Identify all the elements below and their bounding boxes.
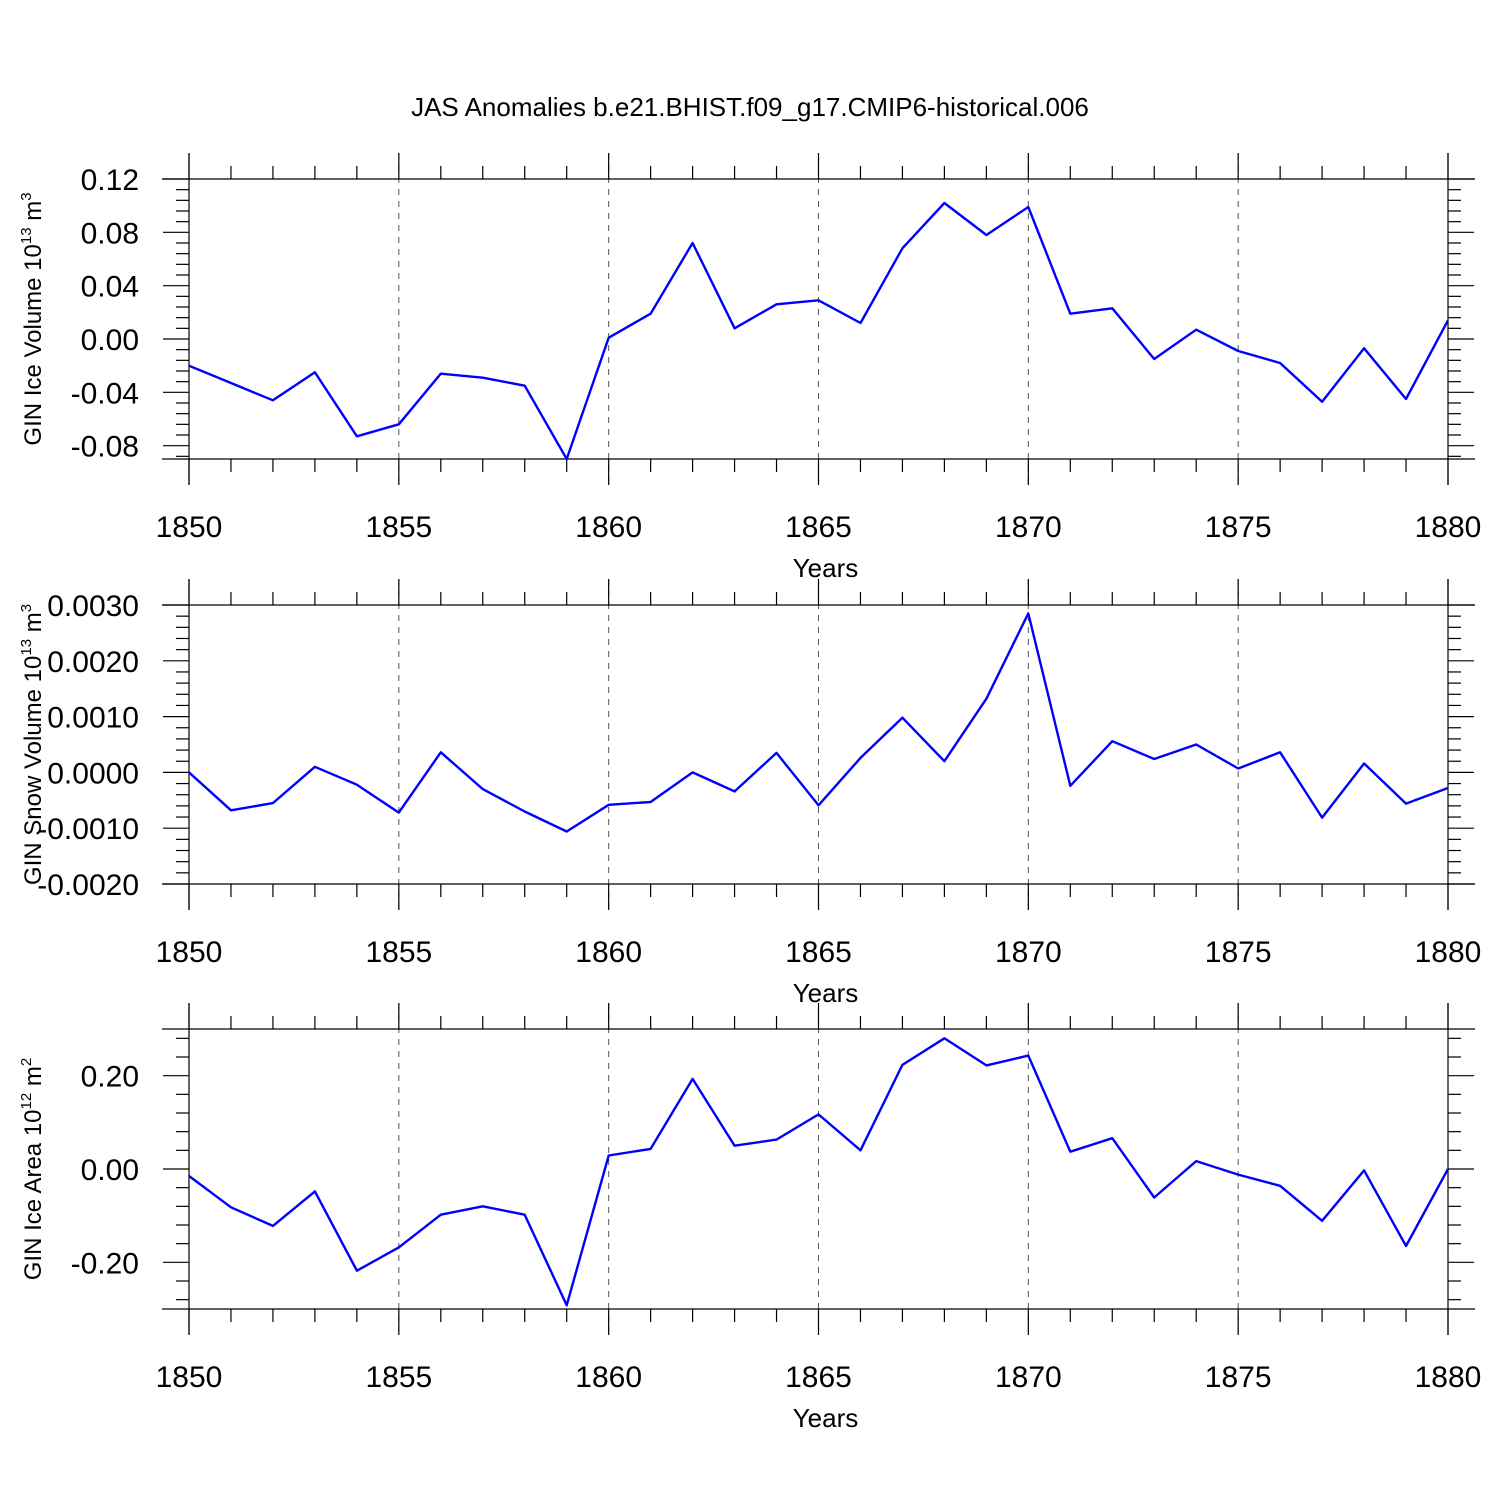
- x-tick-label: 1880: [1415, 511, 1482, 544]
- panel-2: 1850 1855 1860 1865 1870 1875 1880 Years -0.0020…: [18, 579, 1481, 1008]
- y-tick-label: -0.0010: [37, 813, 139, 846]
- x-tick-label: 1855: [365, 1361, 432, 1394]
- y-axis-label-unit-exponent: 3: [18, 604, 35, 612]
- y-tick-label: -0.04: [71, 377, 139, 410]
- y-tick-label: 0.00: [81, 1154, 139, 1187]
- x-tick-label: 1850: [156, 936, 223, 969]
- x-tick-label: 1850: [156, 1361, 223, 1394]
- x-tick-label: 1860: [575, 936, 642, 969]
- x-axis-label: Years: [793, 978, 859, 1008]
- x-tick-label: 1860: [575, 511, 642, 544]
- panel-1: 1850 1855 1860 1865 1870 1875 1880 Years -0.08 -0…: [18, 153, 1481, 583]
- chart-title: JAS Anomalies b.e21.BHIST.f09_g17.CMIP6-…: [411, 92, 1089, 122]
- x-tick-label: 1880: [1415, 1361, 1482, 1394]
- x-tick-label: 1865: [785, 936, 852, 969]
- y-tick-label: 0.08: [81, 217, 139, 250]
- x-tick-label: 1860: [575, 1361, 642, 1394]
- y-tick-label: 0.0020: [47, 646, 139, 679]
- x-tick-label: 1855: [365, 511, 432, 544]
- y-axis-label-unit: m: [20, 201, 47, 228]
- y-axis-label: GIN Snow Volume 1013 m3: [18, 604, 47, 885]
- x-tick-label: 1880: [1415, 936, 1482, 969]
- y-axis-label-unit-exponent: 3: [18, 192, 35, 200]
- series-line: [189, 612, 1448, 833]
- y-axis-label: GIN Ice Area 1012 m2: [18, 1058, 47, 1280]
- panel-3: 1850 1855 1860 1865 1870 1875 1880 Years -0.20 0.…: [18, 1003, 1481, 1433]
- x-tick-label: 1865: [785, 511, 852, 544]
- y-axis-label: GIN Ice Volume 1013 m3: [18, 192, 47, 445]
- x-tick-label: 1870: [995, 1361, 1062, 1394]
- x-tick-label: 1870: [995, 511, 1062, 544]
- x-tick-label: 1855: [365, 936, 432, 969]
- y-tick-label: 0.0030: [47, 590, 139, 623]
- series-line: [189, 201, 1448, 461]
- y-axis-label-exponent: 12: [18, 1093, 35, 1110]
- y-axis-label-unit: m: [20, 612, 47, 639]
- y-axis-label-exponent: 13: [18, 639, 35, 656]
- y-tick-label: 0.00: [81, 324, 139, 357]
- x-tick-label: 1875: [1205, 1361, 1272, 1394]
- y-axis-label-text: GIN Snow Volume 10: [20, 656, 47, 885]
- x-tick-label: 1875: [1205, 511, 1272, 544]
- x-tick-label: 1865: [785, 1361, 852, 1394]
- x-tick-label: 1875: [1205, 936, 1272, 969]
- y-axis-label-text: GIN Ice Area 10: [20, 1109, 47, 1280]
- y-tick-label: 0.12: [81, 164, 139, 197]
- y-tick-label: -0.08: [71, 431, 139, 464]
- x-axis-label: Years: [793, 553, 859, 583]
- y-tick-label: 0.04: [81, 271, 139, 304]
- y-tick-label: -0.20: [71, 1247, 139, 1280]
- y-tick-label: 0.0010: [47, 702, 139, 735]
- y-axis-label-exponent: 13: [18, 227, 35, 244]
- x-tick-label: 1870: [995, 936, 1062, 969]
- y-axis-label-unit: m: [20, 1066, 47, 1093]
- x-tick-label: 1850: [156, 511, 223, 544]
- y-tick-label: 0.0000: [47, 757, 139, 790]
- y-axis-label-unit-exponent: 2: [18, 1058, 35, 1066]
- y-tick-label: 0.20: [81, 1061, 139, 1094]
- x-axis-label: Years: [793, 1403, 859, 1433]
- y-tick-label: -0.0020: [37, 869, 139, 902]
- y-axis-label-text: GIN Ice Volume 10: [20, 244, 47, 445]
